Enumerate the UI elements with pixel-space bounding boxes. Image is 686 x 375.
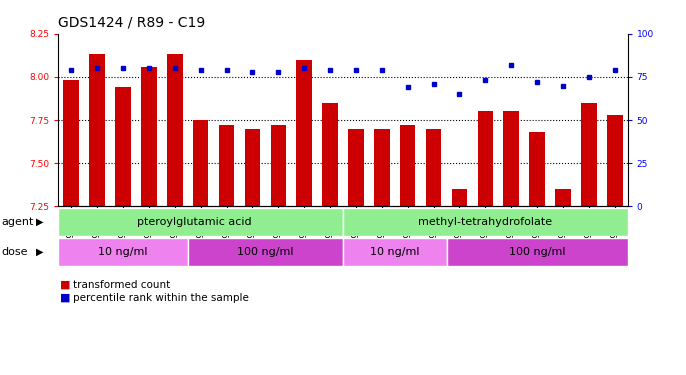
Bar <box>447 238 628 266</box>
Text: agent: agent <box>1 217 34 227</box>
Bar <box>141 66 156 206</box>
Text: dose: dose <box>1 247 28 257</box>
Bar <box>374 129 390 206</box>
Bar <box>219 125 235 206</box>
Bar <box>322 103 338 206</box>
Text: 10 ng/ml: 10 ng/ml <box>98 247 147 257</box>
Bar <box>343 208 628 236</box>
Bar <box>296 60 312 206</box>
Bar <box>400 125 416 206</box>
Text: 100 ng/ml: 100 ng/ml <box>237 247 294 257</box>
Bar <box>555 189 571 206</box>
Bar <box>451 189 467 206</box>
Bar <box>270 125 286 206</box>
Text: percentile rank within the sample: percentile rank within the sample <box>73 293 249 303</box>
Bar <box>58 238 188 266</box>
Bar <box>64 80 79 206</box>
Text: methyl-tetrahydrofolate: methyl-tetrahydrofolate <box>418 217 552 227</box>
Text: ▶: ▶ <box>36 247 43 257</box>
Bar <box>167 54 182 206</box>
Text: ■: ■ <box>60 293 70 303</box>
Bar <box>343 238 447 266</box>
Bar <box>426 129 441 206</box>
Text: 100 ng/ml: 100 ng/ml <box>509 247 565 257</box>
Bar <box>581 103 597 206</box>
Text: ▶: ▶ <box>36 217 43 227</box>
Bar <box>348 129 364 206</box>
Bar <box>477 111 493 206</box>
Text: pteroylglutamic acid: pteroylglutamic acid <box>137 217 252 227</box>
Bar <box>193 120 209 206</box>
Bar <box>89 54 105 206</box>
Bar <box>245 129 260 206</box>
Bar <box>58 208 343 236</box>
Text: 10 ng/ml: 10 ng/ml <box>370 247 420 257</box>
Bar <box>530 132 545 206</box>
Bar <box>504 111 519 206</box>
Bar <box>115 87 131 206</box>
Text: transformed count: transformed count <box>73 280 171 290</box>
Text: GDS1424 / R89 - C19: GDS1424 / R89 - C19 <box>58 15 206 29</box>
Text: ■: ■ <box>60 280 70 290</box>
Bar <box>607 115 622 206</box>
Bar <box>188 238 343 266</box>
